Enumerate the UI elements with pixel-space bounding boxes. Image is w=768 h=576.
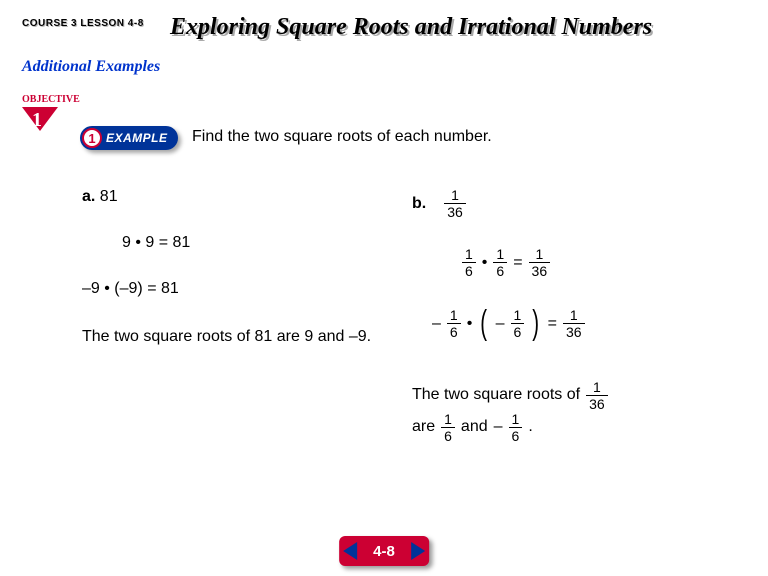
objective-triangle-icon: 1 [22, 107, 58, 131]
fraction-denominator: 6 [447, 324, 461, 339]
objective-number: 1 [32, 109, 42, 132]
part-a-value: 81 [100, 188, 118, 205]
additional-examples-label: Additional Examples [22, 58, 160, 76]
fraction-numerator: 1 [441, 412, 455, 428]
course-lesson-label: COURSE 3 LESSON 4-8 [22, 18, 144, 29]
fraction-denominator: 36 [444, 204, 466, 219]
part-a-label: a. [82, 188, 95, 205]
paren-right-icon: ) [533, 310, 540, 337]
fraction-numerator: 1 [529, 247, 551, 263]
example-label: EXAMPLE [106, 131, 178, 145]
fraction-numerator: 1 [511, 308, 525, 324]
fraction-numerator: 1 [563, 308, 585, 324]
part-a-step1: 9 • 9 = 81 [122, 234, 382, 252]
example-number: 1 [88, 131, 95, 146]
fraction-denominator: 36 [563, 324, 585, 339]
conclusion-text: are [412, 411, 435, 443]
page-title: Exploring Square Roots and Irrational Nu… [170, 14, 652, 41]
example-number-circle: 1 [82, 128, 102, 148]
fraction-denominator: 6 [441, 428, 455, 443]
part-b: b. 1 36 16 • 16 = 136 – 16 • ( – 16 ) = … [412, 188, 732, 443]
objective-label: OBJECTIVE [22, 94, 80, 105]
fraction-denominator: 6 [511, 324, 525, 339]
fraction-denominator: 36 [586, 396, 608, 411]
conclusion-text: The two square roots of [412, 379, 580, 411]
part-b-label: b. [412, 195, 426, 213]
part-b-eq2: – 16 • ( – 16 ) = 136 [432, 308, 732, 339]
part-a: a. 81 9 • 9 = 81 –9 • (–9) = 81 The two … [82, 188, 382, 376]
fraction-numerator: 1 [493, 247, 507, 263]
page-number: 4-8 [359, 543, 409, 560]
part-a-conclusion: The two square roots of 81 are 9 and –9. [82, 326, 382, 348]
fraction-numerator: 1 [462, 247, 476, 263]
fraction-numerator: 1 [509, 412, 523, 428]
part-b-eq1: 16 • 16 = 136 [462, 247, 732, 278]
fraction-numerator: 1 [586, 380, 608, 396]
prev-arrow-icon[interactable] [343, 542, 357, 560]
fraction-denominator: 6 [493, 263, 507, 278]
next-arrow-icon[interactable] [411, 542, 425, 560]
fraction-denominator: 6 [509, 428, 523, 443]
objective-badge: OBJECTIVE 1 [22, 94, 80, 131]
fraction-denominator: 36 [529, 263, 551, 278]
example-prompt: Find the two square roots of each number… [192, 128, 492, 146]
fraction-numerator: 1 [444, 188, 466, 204]
fraction-numerator: 1 [447, 308, 461, 324]
part-b-conclusion: The two square roots of 136 are 16 and –… [412, 379, 732, 443]
fraction-denominator: 6 [462, 263, 476, 278]
example-pill: 1 EXAMPLE [80, 126, 178, 150]
paren-left-icon: ( [481, 310, 488, 337]
part-a-step2: –9 • (–9) = 81 [82, 280, 382, 298]
conclusion-text: and [461, 411, 488, 443]
part-b-fraction: 1 36 [444, 188, 466, 219]
page-nav: 4-8 [339, 536, 429, 566]
